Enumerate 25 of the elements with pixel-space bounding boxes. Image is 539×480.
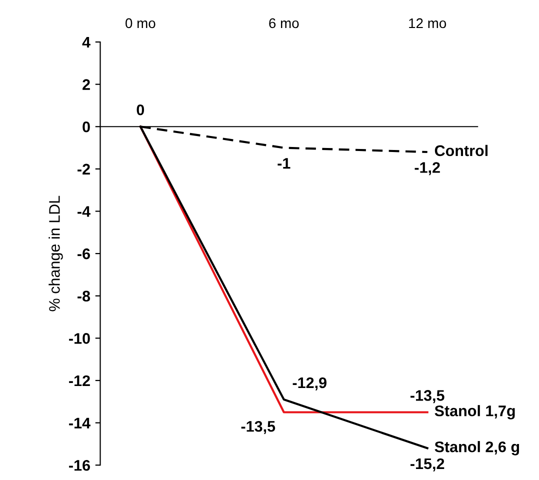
series-label: Stanol 2,6 g <box>434 441 520 456</box>
y-tick-label: 2 <box>82 79 90 90</box>
y-tick-label: 4 <box>82 37 90 48</box>
data-label: -13,5 <box>410 390 444 404</box>
y-tick-label: -14 <box>69 418 90 428</box>
y-tick-label: -16 <box>69 460 90 471</box>
x-tick-label: 12 mo <box>409 18 446 28</box>
data-label: -15,2 <box>410 458 444 472</box>
data-label: -1,2 <box>414 162 440 176</box>
x-tick-label: 0 mo <box>126 18 156 28</box>
y-tick-label: -10 <box>69 333 90 344</box>
y-tick-label: -6 <box>78 248 90 260</box>
series-label: Stanol 1,7g <box>434 405 515 420</box>
data-label: -13,5 <box>241 420 276 434</box>
data-label: -1 <box>278 158 290 169</box>
data-label: 0 <box>136 104 144 116</box>
y-tick-label: -4 <box>78 206 90 217</box>
data-label: -12,9 <box>292 377 326 390</box>
y-tick-label: -8 <box>78 290 90 302</box>
x-tick-label: 6 mo <box>269 18 299 28</box>
y-tick-label: -2 <box>78 164 90 174</box>
series-label: Control <box>434 144 488 156</box>
y-tick-label: 0 <box>82 121 90 132</box>
y-tick-label: -12 <box>69 375 90 386</box>
y-axis-title: % change in LDL <box>48 196 63 312</box>
